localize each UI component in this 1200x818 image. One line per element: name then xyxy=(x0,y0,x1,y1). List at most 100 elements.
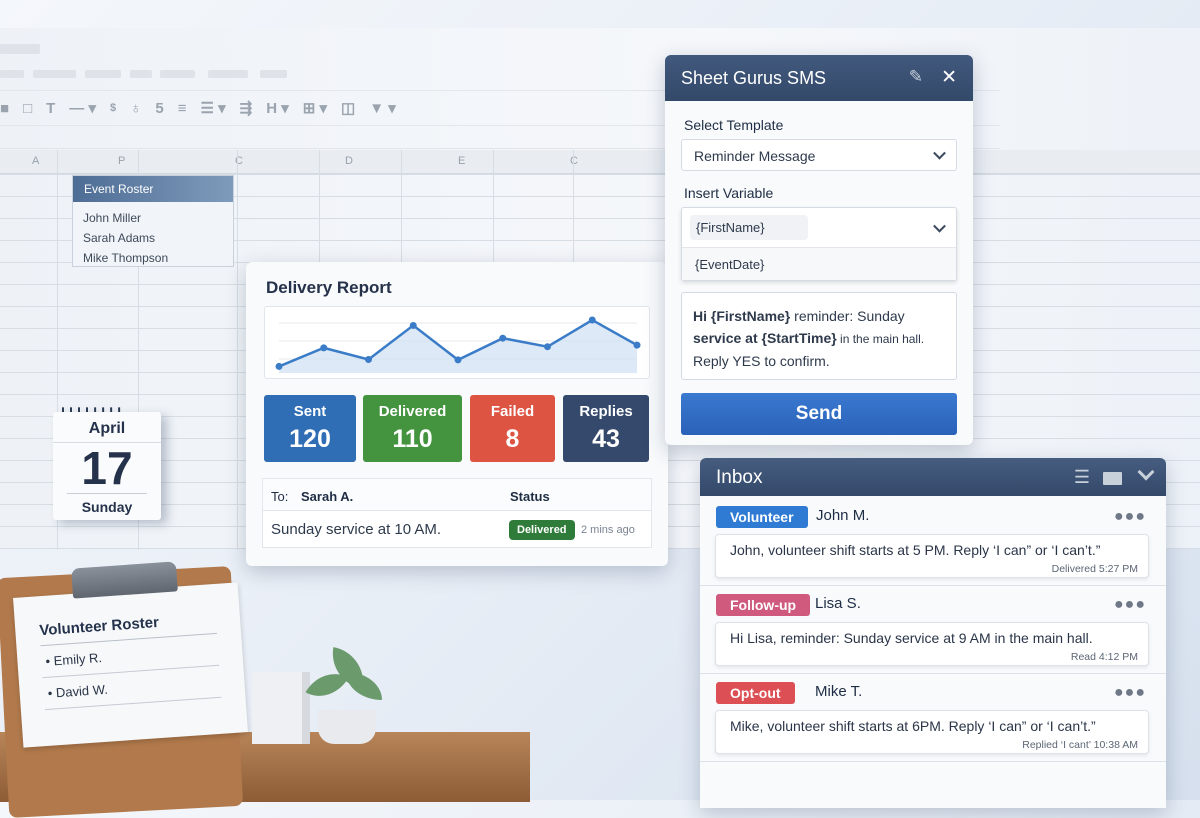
send-button[interactable]: Send xyxy=(681,393,957,435)
timestamp: 2 mins ago xyxy=(581,524,635,536)
storage-box xyxy=(252,672,310,744)
column-header[interactable]: D xyxy=(345,155,353,167)
stat-label: Failed xyxy=(490,403,535,420)
menu-bar xyxy=(0,40,400,80)
column-header[interactable]: C xyxy=(235,155,243,167)
text-icon[interactable]: T xyxy=(46,99,56,117)
chart-point xyxy=(320,344,328,352)
stat-label: Delivered xyxy=(378,403,447,420)
roster-header: Event Roster xyxy=(73,176,233,202)
chart-point xyxy=(499,334,507,342)
inbox-message[interactable]: Volunteer John M. ●●● John, volunteer sh… xyxy=(700,498,1166,586)
more-options-icon[interactable]: ●●● xyxy=(1114,508,1146,525)
header-icon[interactable]: H ▾ xyxy=(266,100,289,117)
stat-label: Replies xyxy=(579,403,633,420)
fill-icon[interactable]: ♁ xyxy=(130,99,142,117)
message-bubble: Hi Lisa, reminder: Sunday service at 9 A… xyxy=(715,622,1149,666)
currency-icon[interactable]: $ xyxy=(110,102,117,114)
message-text: Mike, volunteer shift starts at 6PM. Rep… xyxy=(730,718,1096,734)
decimal-icon[interactable]: 5 xyxy=(155,99,164,117)
stat-failed[interactable]: Failed 8 xyxy=(470,395,555,462)
stat-delivered[interactable]: Delivered 110 xyxy=(363,395,462,462)
calendar-weekday: Sunday xyxy=(81,499,133,515)
roster-cell[interactable]: Sarah Adams xyxy=(83,231,156,245)
clipboard-name: Emily R. xyxy=(53,649,103,669)
chart-area xyxy=(279,320,637,373)
variable-dropdown[interactable]: {FirstName} {EventDate} xyxy=(681,207,957,281)
sms-dialog: Sheet Gurus SMS ✎ ✕ Select Template Remi… xyxy=(665,55,973,445)
close-icon[interactable]: ✕ xyxy=(941,67,957,88)
stat-value: 120 xyxy=(289,425,331,453)
plant-icon xyxy=(300,640,390,720)
message-text: Sunday service at 10 AM. xyxy=(271,521,442,538)
chart-point xyxy=(544,343,551,351)
table-row[interactable]: Sunday service at 10 AM. Delivered 2 min… xyxy=(263,511,651,549)
columns-icon[interactable]: ◫ xyxy=(341,100,356,117)
stat-value: 8 xyxy=(505,425,520,453)
stat-value: 110 xyxy=(392,425,433,453)
menu-icon[interactable]: ☰ xyxy=(1073,467,1090,487)
message-bubble: John, volunteer shift starts at 5 PM. Re… xyxy=(715,534,1149,578)
dialog-header: Sheet Gurus SMS ✎ ✕ xyxy=(665,55,973,101)
message-bubble: Mike, volunteer shift starts at 6PM. Rep… xyxy=(715,710,1149,754)
roster-cell[interactable]: Mike Thompson xyxy=(83,251,169,265)
message-textarea[interactable]: Hi {FirstName} reminder: Sunday service … xyxy=(681,292,957,380)
sender-name: John M. xyxy=(816,507,870,524)
calendar-month: April xyxy=(53,412,161,443)
border-icon[interactable]: □ xyxy=(23,99,33,117)
formula-bar[interactable] xyxy=(0,127,1000,149)
stat-replies[interactable]: Replies 43 xyxy=(563,395,649,462)
message-status: Read 4:12 PM xyxy=(1070,651,1138,663)
sender-name: Lisa S. xyxy=(815,595,861,612)
chart-point xyxy=(588,316,596,324)
align-icon[interactable]: ☰ ▾ xyxy=(200,100,226,117)
status-header: Status xyxy=(510,489,550,504)
volunteer-roster-sheet: Volunteer Roster • Emily R. • David W. xyxy=(13,582,248,748)
formatting-toolbar: ■ □ T — ▾ $ ♁ 5 ≡ ☰ ▾ ⇶ H ▾ ⊞ ▾ ◫ ▼ ▾ xyxy=(0,90,1000,126)
message-text: Hi Lisa, reminder: Sunday service at 9 A… xyxy=(730,630,1093,646)
pencil-icon[interactable]: ✎ xyxy=(908,67,923,86)
template-select[interactable]: Reminder Message xyxy=(681,139,957,171)
variable-chip[interactable]: {FirstName} xyxy=(690,215,808,240)
calendar-day: 17 xyxy=(67,443,147,494)
delivery-chart xyxy=(264,306,650,379)
wrap-icon[interactable]: ≡ xyxy=(177,99,187,117)
filter-icon[interactable]: ▼ ▾ xyxy=(369,100,396,117)
column-header[interactable]: A xyxy=(32,155,40,167)
lock-icon[interactable]: ■ xyxy=(0,99,10,117)
more-options-icon[interactable]: ●●● xyxy=(1114,596,1146,613)
chart-point xyxy=(365,355,372,363)
delivery-chart-svg xyxy=(275,316,641,373)
stat-sent[interactable]: Sent 120 xyxy=(264,395,356,462)
message-icon[interactable] xyxy=(1103,472,1122,485)
to-label: To: xyxy=(271,489,289,504)
message-status: Replied ‘I cant’ 10:38 AM xyxy=(1022,739,1138,751)
chevron-down-icon xyxy=(933,219,946,233)
report-title: Delivery Report xyxy=(266,278,392,297)
inbox-panel: Inbox ☰ Volunteer John M. ●●● John, volu… xyxy=(700,458,1166,808)
merge-icon[interactable]: ⊞ ▾ xyxy=(302,100,328,117)
inbox-message[interactable]: Follow-up Lisa S. ●●● Hi Lisa, reminder:… xyxy=(700,586,1166,674)
stat-value: 43 xyxy=(592,425,620,453)
indent-icon[interactable]: ⇶ xyxy=(239,100,253,117)
recipient: Sarah A. xyxy=(301,489,354,504)
inbox-message[interactable]: Opt-out Mike T. ●●● Mike, volunteer shif… xyxy=(700,674,1166,762)
dialog-title: Sheet Gurus SMS xyxy=(681,68,827,88)
roster-cell[interactable]: John Miller xyxy=(83,211,142,225)
template-value: Reminder Message xyxy=(694,148,816,164)
column-header[interactable]: E xyxy=(458,155,466,167)
message-tag: Opt-out xyxy=(716,682,795,704)
variable-option[interactable]: {EventDate} xyxy=(682,248,956,280)
chevron-down-icon[interactable] xyxy=(1137,463,1155,481)
insert-variable-label: Insert Variable xyxy=(684,185,774,201)
column-header[interactable]: P xyxy=(118,155,126,167)
message-tag: Follow-up xyxy=(716,594,811,616)
plant-pot xyxy=(318,710,376,744)
more-options-icon[interactable]: ●●● xyxy=(1114,684,1146,701)
event-roster-table: Event Roster John Miller Sarah Adams Mik… xyxy=(72,175,234,267)
column-headers: A P C D E C xyxy=(0,150,1200,174)
clipboard-name: David W. xyxy=(55,681,109,701)
line-style-icon[interactable]: — ▾ xyxy=(69,100,96,117)
status-badge: Delivered xyxy=(509,520,575,540)
inbox-title: Inbox xyxy=(716,467,763,488)
